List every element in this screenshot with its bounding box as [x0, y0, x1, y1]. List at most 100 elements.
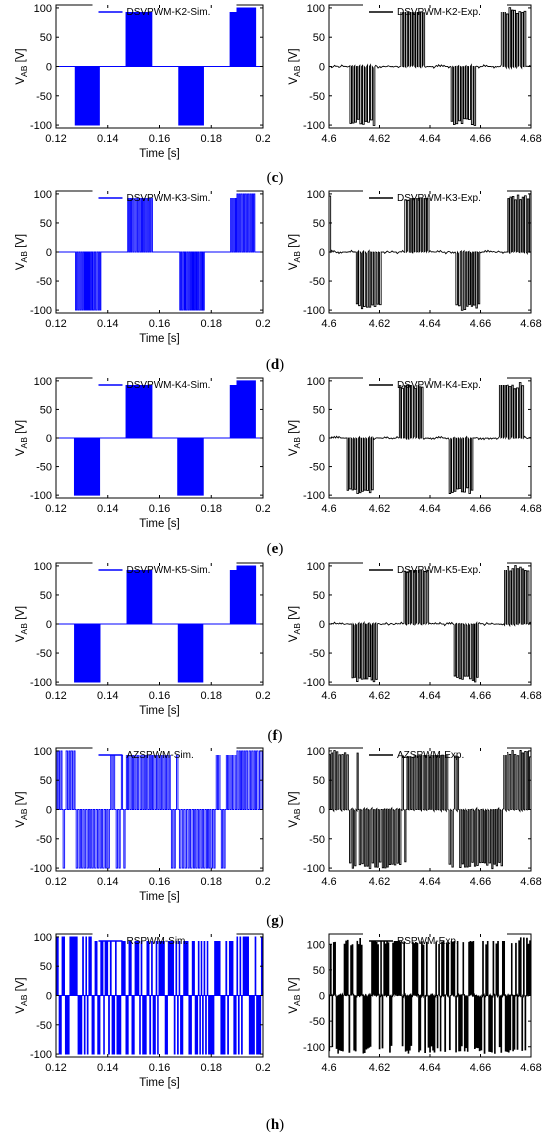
waveform-series [56, 7, 263, 126]
panel-label: (h) [266, 1117, 284, 1133]
x-axis-label: Time [s] [139, 891, 179, 903]
y-tick-label: -50 [36, 1020, 52, 1032]
chart-d-sim: DSVPWM-K3-Sim. 0.12 0.14 0.16 0.18 0.2 -100 -50… [15, 188, 271, 345]
chart-h-sim: RSPWM-Sim. 0.12 0.14 0.16 0.18 0.2 -100 -50 0 50 1… [15, 931, 271, 1089]
y-tick-label: 100 [307, 3, 325, 15]
x-tick-label: 0.2 [255, 690, 270, 702]
y-tick-label: -50 [309, 834, 325, 846]
y-tick-label: -100 [30, 677, 52, 689]
y-tick-label: 50 [40, 218, 52, 230]
x-tick-label: 4.68 [520, 318, 541, 330]
chart-g-exp: AZSPWM-Exp. 4.6 4.62 4.64 4.66 4.68 -100 -50 0 50… [288, 745, 542, 888]
x-axis-label: Time [s] [139, 333, 179, 345]
x-axis-label: Time [s] [139, 148, 179, 160]
legend-box [363, 375, 507, 385]
x-tick-label: 0.18 [201, 690, 222, 702]
x-tick-label: 4.64 [419, 133, 440, 145]
y-axis-label: VAB [V] [15, 48, 29, 84]
x-tick-label: 0.16 [149, 690, 170, 702]
y-tick-label: 100 [34, 376, 52, 388]
x-tick-label: 4.6 [321, 318, 336, 330]
x-tick-label: 4.68 [520, 1062, 541, 1074]
waveform-series [329, 193, 531, 311]
x-tick-label: 4.66 [470, 876, 491, 888]
y-tick-label: -50 [36, 462, 52, 474]
x-tick-label: 0.14 [97, 1062, 118, 1074]
x-tick-label: 4.6 [321, 133, 336, 145]
x-tick-label: 0.18 [201, 133, 222, 145]
waveform-series [56, 380, 263, 496]
waveform-series [329, 564, 531, 683]
waveform-series [56, 193, 263, 311]
y-tick-label: 0 [319, 247, 325, 259]
x-tick-label: 0.2 [255, 876, 270, 888]
y-tick-label: -100 [303, 120, 325, 132]
x-tick-label: 4.66 [470, 503, 491, 515]
x-tick-label: 4.62 [369, 133, 390, 145]
x-tick-label: 4.68 [520, 133, 541, 145]
x-tick-label: 4.62 [369, 503, 390, 515]
y-tick-label: 100 [34, 561, 52, 573]
x-tick-label: 0.18 [201, 1062, 222, 1074]
chart-d-exp: DSVPWM-K3-Exp. 4.6 4.62 4.64 4.66 4.68 -100 -50… [288, 188, 542, 330]
y-tick-label: -50 [36, 91, 52, 103]
y-tick-label: -50 [36, 276, 52, 288]
y-tick-label: -100 [303, 677, 325, 689]
y-axis-label: VAB [V] [15, 977, 29, 1013]
waveform-series [329, 750, 531, 870]
x-tick-label: 0.12 [45, 503, 66, 515]
chart-f-sim: DSVPWM-K5-Sim. 0.12 0.14 0.16 0.18 0.2 -100 -50… [15, 560, 271, 717]
y-tick-label: 0 [46, 62, 52, 74]
y-tick-label: 50 [40, 590, 52, 602]
x-tick-label: 0.2 [255, 1062, 270, 1074]
y-tick-label: -50 [309, 276, 325, 288]
waveform-series [56, 565, 263, 683]
y-tick-label: 50 [313, 590, 325, 602]
x-tick-label: 4.6 [321, 1062, 336, 1074]
y-tick-label: 50 [40, 32, 52, 44]
y-tick-label: 100 [34, 3, 52, 15]
y-axis-label: VAB [V] [288, 48, 302, 84]
y-tick-label: 50 [40, 775, 52, 787]
y-tick-label: 100 [307, 189, 325, 201]
y-tick-label: 0 [46, 619, 52, 631]
x-tick-label: 0.14 [97, 503, 118, 515]
y-tick-label: 50 [40, 961, 52, 973]
y-tick-label: -50 [36, 834, 52, 846]
legend-label: RSPWM-Sim. [127, 936, 189, 947]
x-tick-label: 4.66 [470, 133, 491, 145]
y-tick-label: 0 [319, 433, 325, 445]
y-tick-label: 0 [319, 619, 325, 631]
y-tick-label: 0 [319, 805, 325, 817]
y-tick-label: -50 [309, 462, 325, 474]
y-axis-label: VAB [V] [15, 234, 29, 270]
x-tick-label: 0.12 [45, 1062, 66, 1074]
legend-box [92, 560, 237, 570]
legend-label: DSVPWM-K4-Sim. [127, 380, 211, 391]
x-tick-label: 4.6 [321, 690, 336, 702]
y-tick-label: 50 [313, 404, 325, 416]
y-tick-label: 0 [46, 991, 52, 1003]
x-tick-label: 4.64 [419, 1062, 440, 1074]
y-tick-label: -50 [36, 648, 52, 660]
legend-label: DSVPWM-K5-Sim. [127, 565, 211, 576]
x-tick-label: 4.68 [520, 876, 541, 888]
chart-c-exp: DSVPWM-K2-Exp. 4.6 4.62 4.64 4.66 4.68 -100 -50… [288, 2, 542, 145]
chart-h-exp: RSPWM-Exp. 4.6 4.62 4.64 4.66 4.68 -100 -50 0 50 1… [288, 931, 542, 1074]
y-axis-label: VAB [V] [15, 420, 29, 456]
y-tick-label: -100 [30, 490, 52, 502]
x-tick-label: 0.16 [149, 1062, 170, 1074]
legend-box [363, 560, 507, 570]
x-tick-label: 4.62 [369, 690, 390, 702]
chart-f-exp: DSVPWM-K5-Exp. 4.6 4.62 4.64 4.66 4.68 -100 -50… [288, 560, 542, 702]
legend-label: DSVPWM-K2-Sim. [127, 7, 211, 18]
x-tick-label: 4.66 [470, 690, 491, 702]
legend-box [363, 188, 507, 198]
y-tick-label: 50 [313, 218, 325, 230]
legend-box [92, 931, 237, 941]
x-tick-label: 4.62 [369, 876, 390, 888]
panel-label: (c) [267, 170, 284, 186]
y-tick-label: 100 [307, 746, 325, 758]
legend-box [92, 188, 237, 198]
legend-box [92, 745, 237, 755]
